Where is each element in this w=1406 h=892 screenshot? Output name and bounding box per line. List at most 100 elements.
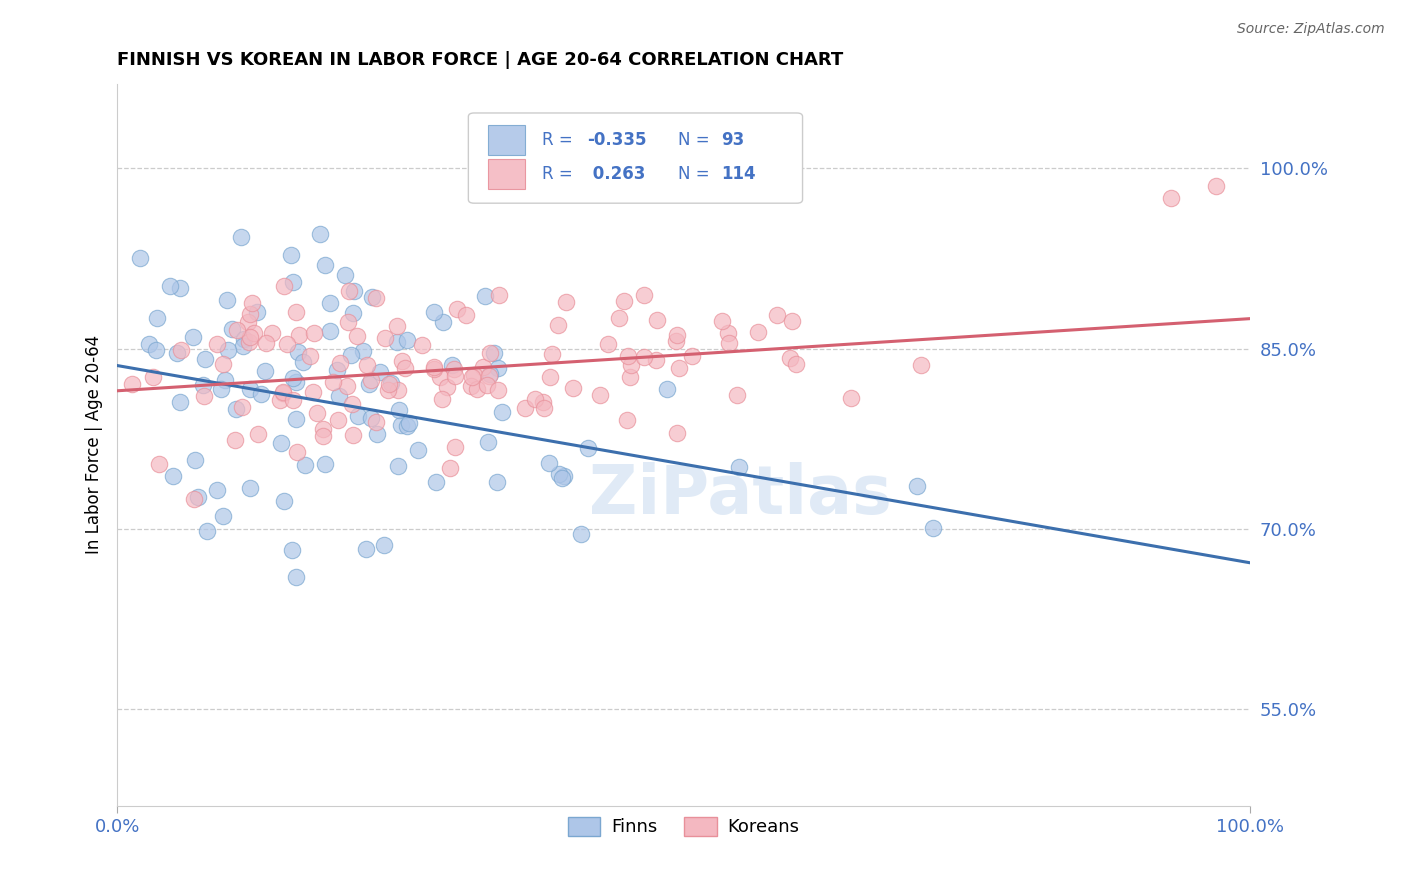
Text: 0.263: 0.263 <box>588 165 645 184</box>
Point <box>562 381 585 395</box>
Point <box>488 287 510 301</box>
Point <box>162 468 184 483</box>
Point <box>212 508 235 523</box>
Point <box>194 352 217 367</box>
Point <box>271 385 294 400</box>
Point <box>121 376 143 391</box>
Point <box>247 427 270 442</box>
Point <box>314 258 336 272</box>
Point <box>191 377 214 392</box>
Point <box>523 392 546 407</box>
Point <box>475 377 498 392</box>
Point <box>432 315 454 329</box>
Point <box>271 385 294 400</box>
Point <box>710 313 733 327</box>
Point <box>616 349 638 363</box>
Point <box>619 370 641 384</box>
Point <box>360 410 382 425</box>
Point <box>839 391 862 405</box>
Point <box>170 343 193 358</box>
Point <box>239 330 262 344</box>
Point <box>347 409 370 423</box>
Legend: Finns, Koreans: Finns, Koreans <box>561 810 807 844</box>
Point <box>318 324 340 338</box>
Point <box>281 275 304 289</box>
Point <box>1205 179 1227 194</box>
Point <box>360 290 382 304</box>
Point <box>239 481 262 495</box>
Point <box>129 251 152 265</box>
Point <box>478 345 501 359</box>
Point <box>576 441 599 455</box>
Point <box>366 291 388 305</box>
Point <box>779 351 801 366</box>
Point <box>197 524 219 538</box>
Point <box>322 375 344 389</box>
Point <box>465 382 488 396</box>
Point <box>262 326 284 340</box>
Point <box>146 310 169 325</box>
Point <box>387 458 409 473</box>
Text: R =: R = <box>541 131 578 149</box>
Point <box>443 440 465 454</box>
Point <box>285 445 308 459</box>
Point <box>607 310 630 325</box>
FancyBboxPatch shape <box>488 125 524 155</box>
Point <box>477 434 499 449</box>
Point <box>538 370 561 384</box>
Point <box>225 401 247 416</box>
Point <box>326 363 349 377</box>
Point <box>548 467 571 482</box>
Point <box>309 227 332 241</box>
Point <box>302 384 325 399</box>
Point <box>541 347 564 361</box>
Point <box>159 279 181 293</box>
Point <box>250 387 273 401</box>
Point <box>335 268 357 282</box>
Point <box>443 361 465 376</box>
Point <box>283 393 305 408</box>
Point <box>224 433 246 447</box>
Point <box>780 314 803 328</box>
Point <box>142 370 165 384</box>
Point <box>342 306 364 320</box>
Point <box>537 456 560 470</box>
Point <box>242 326 264 340</box>
Point <box>366 426 388 441</box>
Point <box>432 392 454 406</box>
Point <box>429 370 451 384</box>
Point <box>571 527 593 541</box>
Point <box>285 412 308 426</box>
Point <box>385 335 408 350</box>
Y-axis label: In Labor Force | Age 20-64: In Labor Force | Age 20-64 <box>86 335 103 555</box>
Point <box>785 357 807 371</box>
Point <box>281 542 304 557</box>
Point <box>273 278 295 293</box>
Point <box>254 335 277 350</box>
Text: FINNISH VS KOREAN IN LABOR FORCE | AGE 20-64 CORRELATION CHART: FINNISH VS KOREAN IN LABOR FORCE | AGE 2… <box>117 51 844 69</box>
Point <box>269 393 291 408</box>
Point <box>374 331 396 345</box>
Point <box>318 295 340 310</box>
Point <box>215 293 238 307</box>
Point <box>288 328 311 343</box>
Point <box>725 387 748 401</box>
Point <box>343 285 366 299</box>
Point <box>486 383 509 397</box>
Text: -0.335: -0.335 <box>588 131 647 149</box>
Point <box>342 428 364 442</box>
Point <box>533 401 555 415</box>
Point <box>346 329 368 343</box>
Point <box>360 374 382 388</box>
Text: R =: R = <box>541 165 578 184</box>
Text: 93: 93 <box>721 131 744 149</box>
Point <box>312 429 335 443</box>
Point <box>225 323 247 337</box>
Point <box>395 418 418 433</box>
Text: ZiPatlas: ZiPatlas <box>589 462 891 528</box>
Point <box>354 542 377 557</box>
Point <box>551 471 574 485</box>
FancyBboxPatch shape <box>468 113 803 203</box>
Point <box>922 521 945 535</box>
Point <box>183 491 205 506</box>
